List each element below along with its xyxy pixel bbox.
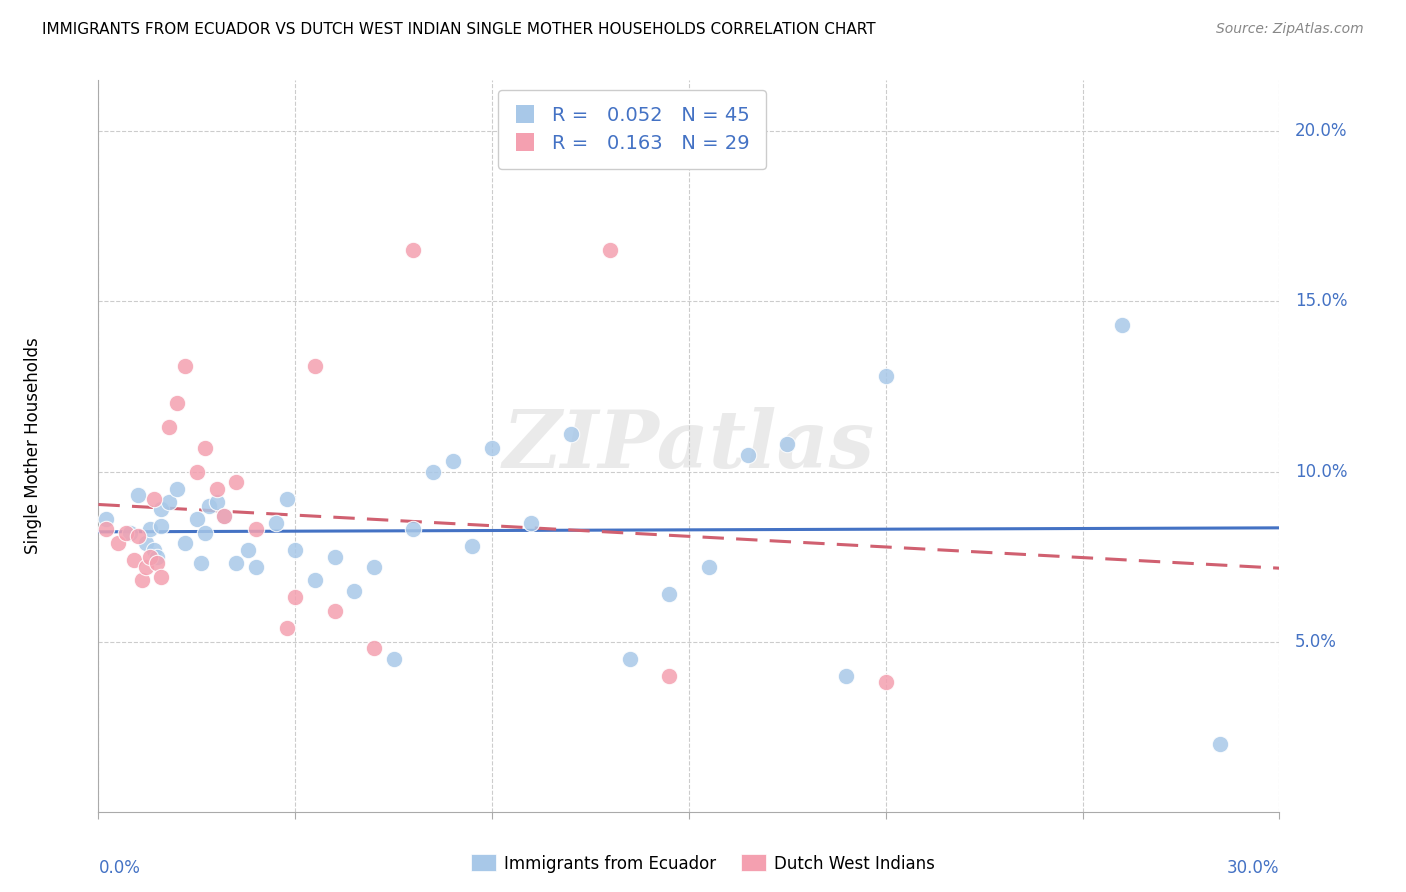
Point	[166, 396, 188, 410]
Point	[118, 525, 141, 540]
Point	[276, 621, 298, 635]
Point	[1111, 318, 1133, 333]
Point	[363, 559, 385, 574]
Point	[276, 491, 298, 506]
Point	[619, 651, 641, 665]
Text: 0.0%: 0.0%	[98, 859, 141, 878]
Point	[520, 516, 543, 530]
Point	[214, 508, 236, 523]
Legend: R =   0.052   N = 45, R =   0.163   N = 29: R = 0.052 N = 45, R = 0.163 N = 29	[498, 90, 766, 169]
Point	[776, 437, 799, 451]
Point	[194, 525, 217, 540]
Point	[194, 441, 217, 455]
Point	[138, 549, 160, 564]
Point	[190, 557, 212, 571]
Point	[236, 542, 259, 557]
Text: 20.0%: 20.0%	[1295, 122, 1348, 140]
Point	[225, 475, 247, 489]
Point	[150, 519, 173, 533]
Text: 5.0%: 5.0%	[1295, 632, 1337, 650]
Point	[174, 359, 197, 373]
Text: 30.0%: 30.0%	[1227, 859, 1279, 878]
Point	[875, 675, 897, 690]
Point	[166, 482, 188, 496]
Point	[461, 540, 484, 554]
Point	[402, 522, 425, 536]
Point	[264, 516, 287, 530]
Point	[363, 641, 385, 656]
Point	[107, 536, 129, 550]
Point	[560, 427, 582, 442]
Point	[245, 559, 267, 574]
Point	[96, 512, 118, 526]
Text: 15.0%: 15.0%	[1295, 293, 1348, 310]
Point	[323, 549, 346, 564]
Point	[304, 574, 326, 588]
Point	[658, 587, 681, 601]
Point	[343, 583, 366, 598]
Point	[205, 495, 228, 509]
Point	[131, 574, 153, 588]
Point	[225, 557, 247, 571]
Point	[599, 244, 621, 258]
Point	[697, 559, 720, 574]
Point	[115, 525, 138, 540]
Point	[422, 465, 444, 479]
Point	[146, 549, 169, 564]
Point	[127, 529, 149, 543]
Point	[284, 542, 307, 557]
Point	[441, 454, 464, 468]
Point	[142, 491, 165, 506]
Text: IMMIGRANTS FROM ECUADOR VS DUTCH WEST INDIAN SINGLE MOTHER HOUSEHOLDS CORRELATIO: IMMIGRANTS FROM ECUADOR VS DUTCH WEST IN…	[42, 22, 876, 37]
Point	[382, 651, 405, 665]
Point	[157, 495, 180, 509]
Point	[135, 536, 157, 550]
Point	[186, 512, 208, 526]
Point	[323, 604, 346, 618]
Text: Single Mother Households: Single Mother Households	[24, 338, 42, 554]
Point	[122, 553, 145, 567]
Point	[127, 488, 149, 502]
Legend: Immigrants from Ecuador, Dutch West Indians: Immigrants from Ecuador, Dutch West Indi…	[464, 847, 942, 880]
Point	[835, 668, 858, 682]
Point	[146, 557, 169, 571]
Point	[402, 244, 425, 258]
Point	[142, 542, 165, 557]
Point	[96, 522, 118, 536]
Point	[135, 559, 157, 574]
Text: ZIPatlas: ZIPatlas	[503, 408, 875, 484]
Text: Source: ZipAtlas.com: Source: ZipAtlas.com	[1216, 22, 1364, 37]
Point	[150, 570, 173, 584]
Point	[284, 591, 307, 605]
Point	[214, 508, 236, 523]
Point	[245, 522, 267, 536]
Point	[186, 465, 208, 479]
Point	[197, 499, 219, 513]
Point	[1209, 737, 1232, 751]
Point	[157, 420, 180, 434]
Point	[304, 359, 326, 373]
Point	[150, 502, 173, 516]
Point	[737, 448, 759, 462]
Point	[174, 536, 197, 550]
Point	[875, 369, 897, 384]
Point	[138, 522, 160, 536]
Point	[658, 668, 681, 682]
Text: 10.0%: 10.0%	[1295, 463, 1348, 481]
Point	[481, 441, 503, 455]
Point	[205, 482, 228, 496]
